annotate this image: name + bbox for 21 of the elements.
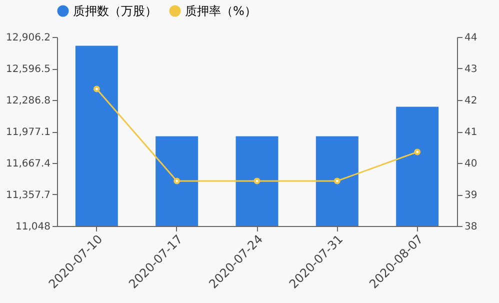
y2-tick-label: 38 bbox=[464, 222, 478, 232]
y-tick-label: 12,286.8 bbox=[6, 96, 50, 106]
y2-tick-label: 40 bbox=[464, 158, 478, 170]
y-tick-label: 12,906.2 bbox=[6, 32, 50, 44]
y-tick-label: 11,048 bbox=[16, 222, 50, 232]
y-tick-label: 12,596.5 bbox=[6, 64, 50, 75]
point bbox=[254, 178, 260, 184]
y-tick-label: 11,977.1 bbox=[6, 127, 50, 138]
y2-tick-label: 42 bbox=[464, 96, 478, 106]
y2-tick-label: 41 bbox=[464, 127, 478, 138]
point bbox=[414, 148, 421, 156]
point bbox=[334, 178, 340, 184]
legend-label: 质押数（万股） bbox=[73, 4, 157, 18]
y-tick-label: 11,667.4 bbox=[6, 158, 50, 170]
y2-tick-label: 43 bbox=[464, 64, 478, 75]
y-tick-label: 11,357.7 bbox=[6, 190, 50, 201]
y2-tick-label: 39 bbox=[464, 190, 478, 201]
y2-tick-label: 44 bbox=[464, 32, 478, 44]
point bbox=[174, 178, 180, 184]
legend-label: 质押率（%） bbox=[185, 4, 256, 18]
point bbox=[93, 86, 100, 92]
